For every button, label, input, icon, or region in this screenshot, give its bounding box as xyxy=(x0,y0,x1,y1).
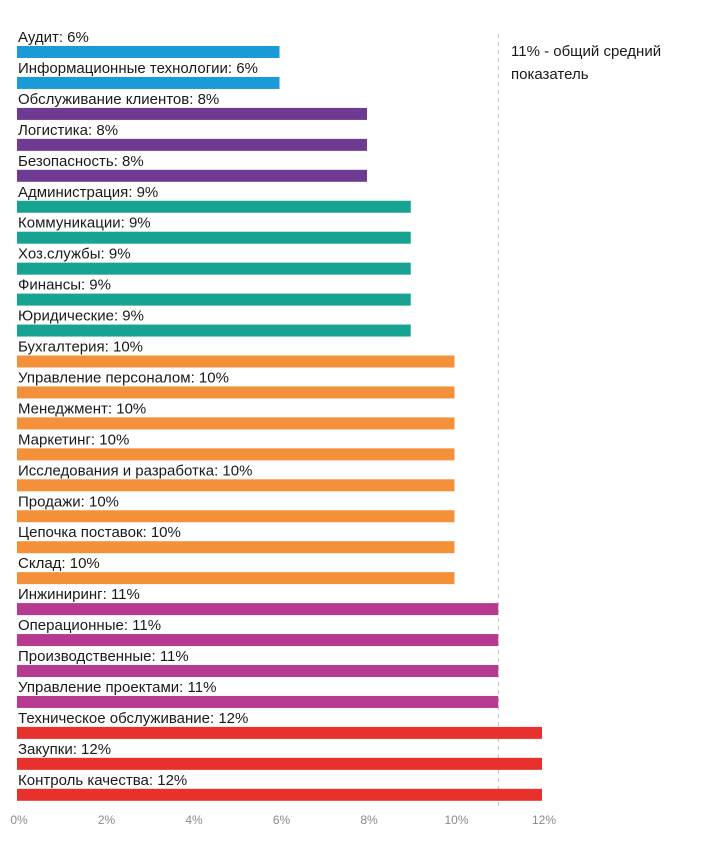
bar-label: Маркетинг: 10% xyxy=(18,431,129,448)
bar-label: Контроль качества: 12% xyxy=(18,772,187,789)
bar xyxy=(17,695,499,708)
bar xyxy=(17,262,411,275)
bar-label: Продажи: 10% xyxy=(18,493,119,510)
bar xyxy=(17,293,411,306)
bar xyxy=(17,231,411,244)
bar-label: Финансы: 9% xyxy=(18,277,111,294)
bar xyxy=(17,107,367,120)
bar-label: Юридические: 9% xyxy=(18,308,144,325)
bar-label: Операционные: 11% xyxy=(18,617,161,634)
bar-label: Цепочка поставок: 10% xyxy=(18,524,181,541)
bar xyxy=(17,541,455,554)
bar xyxy=(17,200,411,213)
bar-label: Техническое обслуживание: 12% xyxy=(18,710,248,727)
bar xyxy=(17,634,499,647)
bar-label: Информационные технологии: 6% xyxy=(18,60,258,77)
x-axis-ticks: 0% 2% 4% 6% 8% 10% 12% xyxy=(10,813,556,827)
bar xyxy=(17,355,455,368)
bar-label: Управление проектами: 11% xyxy=(18,679,216,696)
bar xyxy=(17,169,367,182)
bar-label: Хоз.службы: 9% xyxy=(18,246,131,263)
bar-label: Менеджмент: 10% xyxy=(18,400,146,417)
bar-label: Инжиниринг: 11% xyxy=(18,586,140,603)
bar xyxy=(17,572,455,585)
bar xyxy=(17,138,367,151)
x-tick-label: 6% xyxy=(273,813,291,827)
bar xyxy=(17,757,542,770)
x-tick-label: 12% xyxy=(532,813,556,827)
x-tick-label: 4% xyxy=(185,813,203,827)
x-tick-label: 8% xyxy=(360,813,378,827)
bar xyxy=(17,386,455,399)
bar xyxy=(17,665,499,677)
x-tick-label: 10% xyxy=(444,813,468,827)
bars-group xyxy=(17,46,542,801)
bar xyxy=(17,417,455,430)
bar xyxy=(17,603,499,616)
bar-label: Управление персоналом: 10% xyxy=(18,369,229,386)
x-tick-label: 2% xyxy=(98,813,116,827)
bar-label: Аудит: 6% xyxy=(18,29,89,46)
bar-label: Коммуникации: 9% xyxy=(18,215,151,232)
average-annotation: 11% - общий средний показатель xyxy=(511,43,662,83)
bar-label: Исследования и разработка: 10% xyxy=(18,462,252,479)
bar xyxy=(17,324,411,337)
bar-label: Логистика: 8% xyxy=(18,122,118,139)
bar xyxy=(17,448,455,461)
bar xyxy=(17,76,280,89)
bar-label: Склад: 10% xyxy=(18,555,100,572)
bar xyxy=(17,479,455,492)
bar-label: Администрация: 9% xyxy=(18,184,158,201)
bar xyxy=(17,510,455,523)
bar xyxy=(17,788,542,801)
labels-group: Аудит: 6% Информационные технологии: 6% Об… xyxy=(18,29,258,789)
bar-label: Закупки: 12% xyxy=(18,741,111,758)
bar-label: Производственные: 11% xyxy=(18,648,189,665)
bar xyxy=(17,46,280,58)
x-tick-label: 0% xyxy=(10,813,28,827)
bar-label: Безопасность: 8% xyxy=(18,153,144,170)
bar-label: Бухгалтерия: 10% xyxy=(18,339,143,356)
bar-label: Обслуживание клиентов: 8% xyxy=(18,91,219,108)
bar xyxy=(17,726,542,739)
